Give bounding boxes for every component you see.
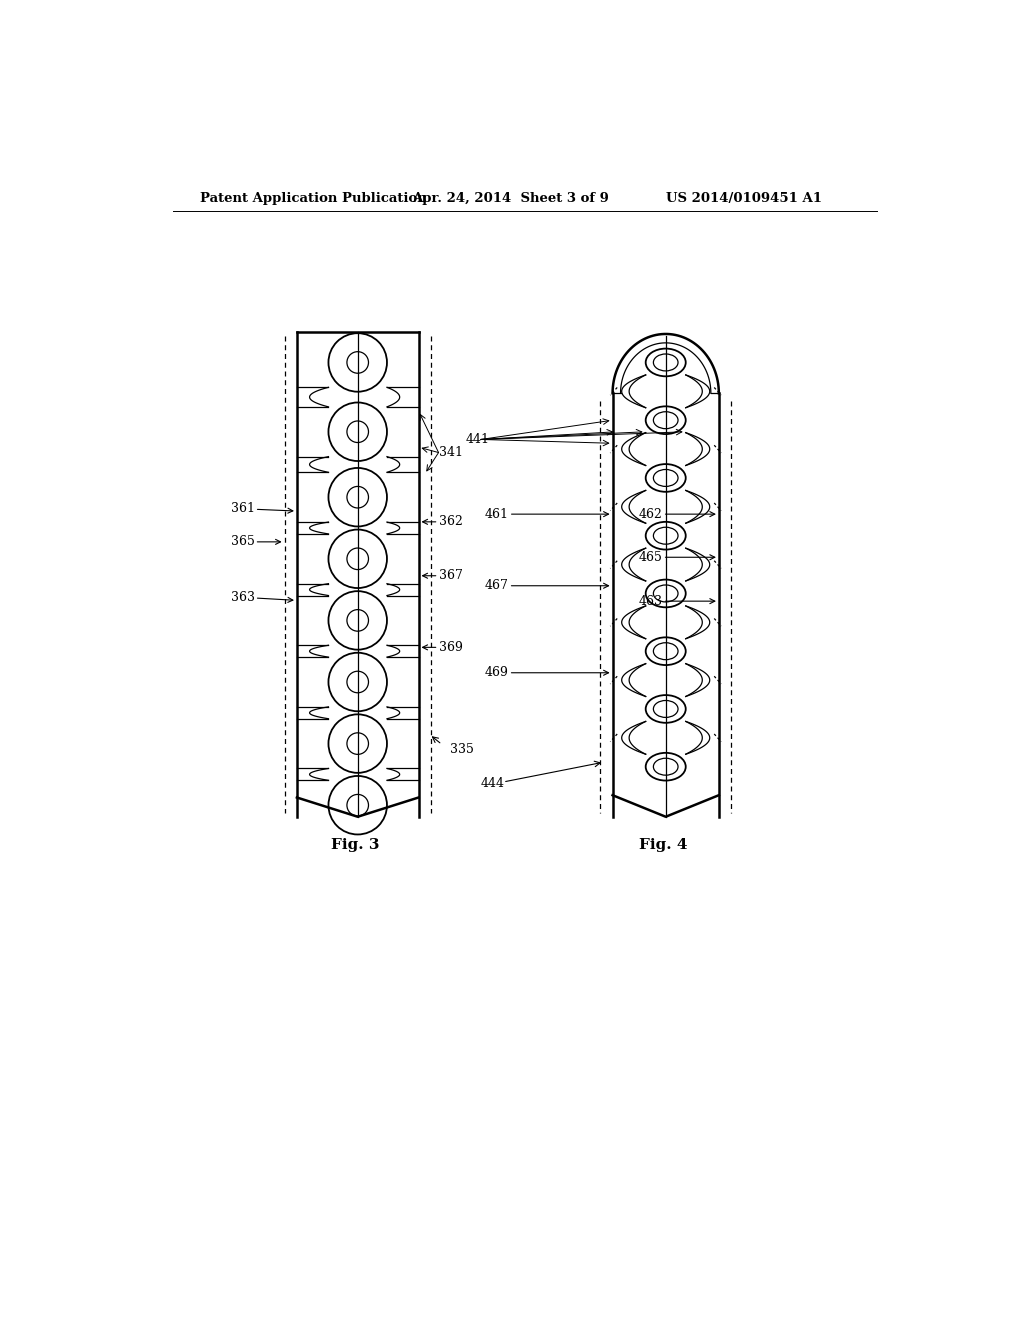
Text: 441: 441 (466, 433, 489, 446)
Text: 469: 469 (484, 667, 608, 680)
Text: 361: 361 (230, 502, 293, 515)
Text: 365: 365 (230, 536, 281, 548)
Text: 444: 444 (481, 777, 505, 791)
Text: 335: 335 (451, 743, 474, 756)
Text: Fig. 4: Fig. 4 (639, 838, 687, 853)
Text: Fig. 3: Fig. 3 (331, 838, 379, 853)
Text: Apr. 24, 2014  Sheet 3 of 9: Apr. 24, 2014 Sheet 3 of 9 (412, 191, 608, 205)
Text: 467: 467 (484, 579, 608, 593)
Text: 369: 369 (423, 640, 463, 653)
Text: 362: 362 (423, 515, 463, 528)
Text: Patent Application Publication: Patent Application Publication (200, 191, 427, 205)
Text: 341: 341 (438, 446, 463, 459)
Text: 465: 465 (639, 550, 715, 564)
Text: 367: 367 (423, 569, 463, 582)
Text: 461: 461 (484, 508, 608, 520)
Text: 462: 462 (639, 508, 715, 520)
Text: US 2014/0109451 A1: US 2014/0109451 A1 (666, 191, 821, 205)
Text: 363: 363 (230, 591, 293, 603)
Text: 463: 463 (639, 594, 715, 607)
